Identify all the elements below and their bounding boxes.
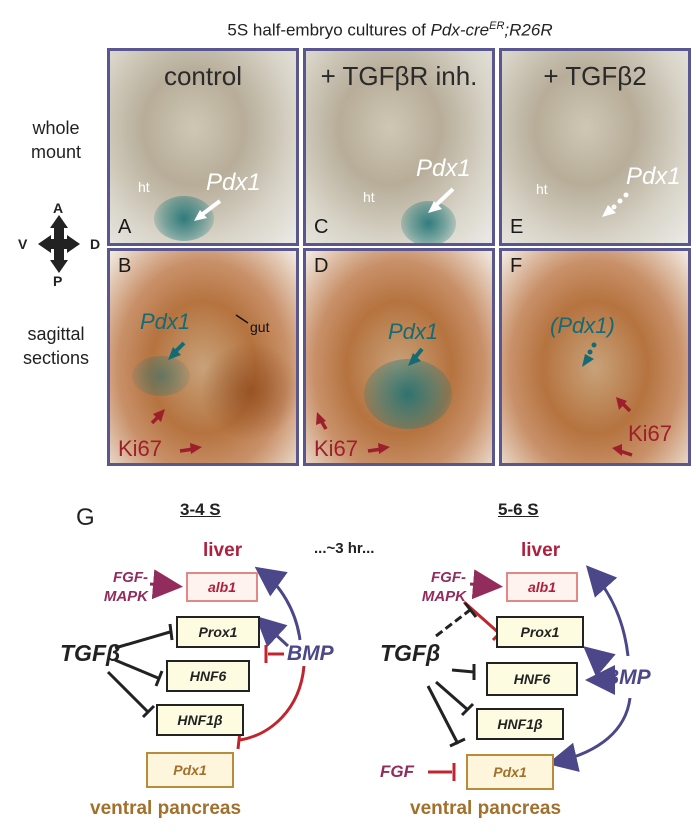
right-fgf-mapk-label: FGF- MAPK [404, 568, 466, 606]
left-gene-hnf1b: HNF1β [156, 704, 244, 736]
left-stage-header: 3-4 S [180, 500, 221, 519]
panel-letter: A [118, 216, 132, 238]
panel-a-control-whole-mount: control ht Pdx1 A [107, 48, 299, 246]
gut-label: gut [250, 319, 270, 335]
column-label: + TGFβ2 [543, 61, 647, 91]
panel-letter: E [510, 216, 524, 238]
left-tgfb-label: TGFβ [60, 640, 121, 666]
compass-label-down: P [53, 273, 63, 289]
row-label-line: sections [22, 348, 90, 368]
title-gene: Pdx-cre [430, 20, 490, 40]
panel-d-inhibitor-section: D Pdx1 Ki67 [303, 248, 495, 466]
right-gene-hnf1b: HNF1β [476, 708, 564, 740]
right-bmp-label: BMP [604, 666, 651, 689]
right-gene-pdx1: Pdx1 [466, 754, 554, 790]
left-ventral-pancreas-label: ventral pancreas [90, 798, 242, 819]
panel-g-letter: G [76, 504, 95, 531]
right-gene-alb1: alb1 [506, 572, 578, 602]
figure-title: 5S half-embryo cultures of Pdx-creER;R26… [130, 20, 650, 41]
right-gene-prox1: Prox1 [496, 616, 584, 648]
ki67-label: Ki67 [314, 436, 359, 461]
left-bmp-label: BMP [287, 642, 334, 665]
pdx1-paren-label: (Pdx1) [550, 313, 615, 338]
left-fgf-mapk-label: FGF- MAPK [86, 568, 148, 606]
pdx1-dotted-arrow-icon [602, 192, 629, 217]
panel-e-tgfb2-whole-mount: + TGFβ2 ht Pdx1 E [499, 48, 691, 246]
pdx1-label: Pdx1 [206, 169, 261, 196]
compass-arrows-icon [38, 215, 80, 273]
pdx1-stain [401, 201, 456, 243]
fgf-line: FGF- [113, 569, 148, 586]
right-liver-label: liver [521, 540, 561, 561]
right-gene-hnf6: HNF6 [486, 662, 578, 696]
section-arrows-icon [582, 342, 633, 457]
left-gene-alb1: alb1 [186, 572, 258, 602]
fgf-line: FGF- [431, 569, 466, 586]
compass-label-up: A [53, 200, 64, 216]
panel-letter: F [510, 255, 523, 277]
row-label-line: mount [30, 142, 82, 162]
time-interval-label: ...~3 hr... [314, 540, 375, 557]
row-label-whole-mount: whole mount [10, 116, 102, 164]
heart-label: ht [363, 189, 375, 205]
compass-label-left: V [18, 236, 28, 252]
orientation-compass: A P V D [14, 200, 114, 290]
pdx1-arrow-icon [194, 199, 222, 221]
section-arrows-icon [316, 347, 424, 454]
panel-c-inhibitor-whole-mount: + TGFβR inh. ht Pdx1 C [303, 48, 495, 246]
ki67-label: Ki67 [628, 421, 673, 446]
pdx1-label: Pdx1 [388, 319, 439, 344]
pdx1-arrow-icon [428, 187, 455, 213]
row-label-sagittal: sagittal sections [10, 322, 102, 370]
fgf-line: MAPK [103, 588, 148, 605]
compass-label-right: D [90, 236, 101, 252]
pdx1-label: Pdx1 [416, 155, 471, 182]
column-label: control [163, 61, 243, 91]
title-suffix: ;R26R [504, 20, 553, 40]
heart-label: ht [138, 179, 150, 195]
column-label: + TGFβR inh. [320, 61, 478, 91]
panel-letter: C [314, 216, 329, 238]
title-superscript: ER [489, 20, 505, 32]
panel-b-control-section: B Pdx1 gut Ki67 [107, 248, 299, 466]
right-tgfb-label: TGFβ [380, 640, 441, 666]
fgf-line: MAPK [421, 588, 466, 605]
panel-letter: B [118, 255, 132, 277]
pdx1-label: Pdx1 [626, 163, 681, 190]
left-liver-label: liver [203, 540, 243, 561]
panel-letter: D [314, 255, 329, 277]
row-label-line: sagittal [27, 324, 85, 344]
tissue-shading [200, 341, 296, 441]
right-fgf-label: FGF [380, 762, 414, 781]
row-label-line: whole [32, 118, 80, 138]
left-gene-prox1: Prox1 [176, 616, 260, 648]
ki67-label: Ki67 [118, 436, 163, 461]
panel-f-tgfb2-section: F (Pdx1) Ki67 [499, 248, 691, 466]
pdx1-stain [132, 356, 190, 396]
right-stage-header: 5-6 S [498, 500, 539, 519]
left-gene-hnf6: HNF6 [166, 660, 250, 692]
right-ventral-pancreas-label: ventral pancreas [410, 798, 562, 819]
section-arrows-icon [150, 314, 249, 454]
left-gene-pdx1: Pdx1 [146, 752, 234, 788]
pdx1-stain [364, 359, 452, 429]
title-prefix: 5S half-embryo cultures of [227, 20, 431, 40]
pdx1-label: Pdx1 [140, 309, 191, 334]
heart-label: ht [536, 181, 548, 197]
